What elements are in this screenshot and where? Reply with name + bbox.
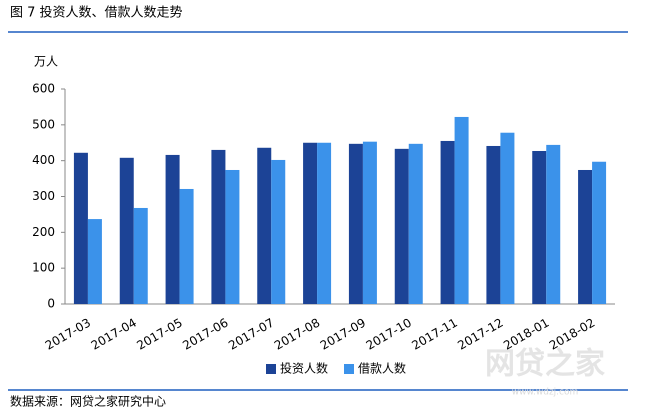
bar	[165, 154, 180, 304]
bar	[348, 143, 363, 304]
bar	[133, 207, 148, 304]
bar	[592, 161, 607, 304]
x-tick-label: 2017-08	[272, 316, 322, 353]
legend-label: 借款人数	[358, 361, 406, 376]
bar	[87, 219, 102, 304]
bar	[271, 159, 286, 304]
x-tick-label: 2017-04	[89, 316, 139, 353]
legend-label: 投资人数	[280, 361, 328, 376]
bar	[257, 147, 272, 304]
bar	[362, 141, 377, 304]
x-tick-label: 2017-09	[318, 316, 368, 353]
bar	[303, 142, 318, 304]
bar	[211, 149, 226, 304]
y-axis-label: 万人	[34, 55, 58, 69]
bar	[408, 143, 423, 304]
bar	[119, 157, 134, 304]
watermark: 网贷之家	[485, 347, 605, 382]
y-tick-label: 200	[32, 225, 55, 239]
y-tick-label: 400	[32, 153, 55, 167]
bar	[532, 150, 547, 304]
bar	[394, 148, 409, 304]
y-tick-label: 100	[32, 261, 55, 275]
watermark-sub: www.wdzj.com	[512, 388, 579, 398]
bar	[317, 142, 332, 304]
bar	[73, 152, 88, 304]
x-tick-label: 2017-06	[180, 316, 230, 353]
bar	[454, 116, 469, 304]
y-tick-label: 300	[32, 189, 55, 203]
bar	[440, 140, 455, 304]
x-tick-label: 2017-11	[409, 316, 459, 353]
bar	[578, 169, 593, 304]
bar	[179, 188, 194, 304]
y-tick-label: 500	[32, 117, 55, 131]
legend-swatch	[344, 364, 354, 374]
x-tick-label: 2017-03	[43, 316, 93, 353]
legend-swatch	[266, 364, 276, 374]
bar	[546, 144, 561, 304]
bar	[225, 169, 240, 304]
x-tick-label: 2017-05	[134, 316, 184, 353]
source: 数据来源：网贷之家研究中心	[10, 394, 166, 409]
x-tick-label: 2017-07	[226, 316, 276, 353]
chart-title: 图 7 投资人数、借款人数走势	[10, 5, 183, 21]
y-tick-label: 0	[47, 297, 55, 311]
bar	[486, 145, 501, 304]
y-tick-label: 600	[32, 82, 55, 96]
bar	[500, 132, 515, 304]
x-tick-label: 2017-10	[364, 316, 414, 353]
